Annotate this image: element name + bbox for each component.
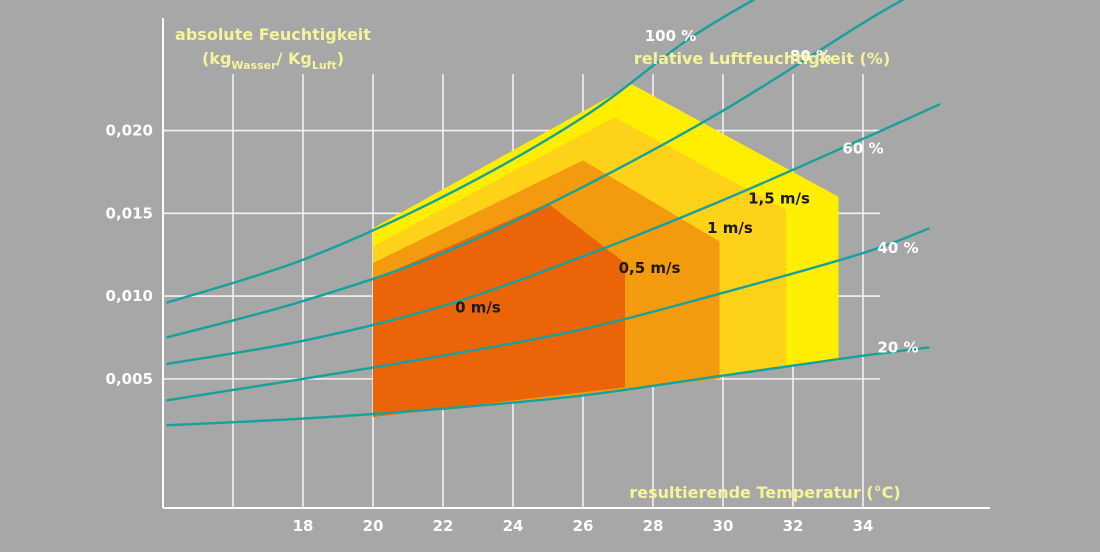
x-tick-label-20: 20 [363, 517, 384, 535]
humidity-curve-2 [166, 227, 930, 402]
x-tick-label-24: 24 [503, 517, 524, 535]
humidity-curve-4 [166, 0, 906, 339]
humidity-curve-1 [166, 346, 930, 427]
humidity-curve-label-3: 60 % [842, 140, 883, 158]
humidity-curve-5 [166, 0, 756, 304]
humidity-legend-title: relative Luftfeuchtigkeit (%) [634, 49, 890, 68]
x-tick-label-32: 32 [783, 517, 804, 535]
humidity-curve-label-2: 40 % [877, 239, 918, 257]
comfort-zone-label-1: 1,5 m/s [748, 189, 810, 207]
y-tick-label-3: 0,015 [106, 204, 153, 222]
y-tick-label-4: 0,020 [106, 122, 153, 140]
humidity-curves [166, 0, 941, 427]
axes [162, 18, 990, 509]
comfort-zone-label-3: 0,5 m/s [619, 259, 681, 277]
labels: 18 20 22 24 26 28 30 32 34 0,005 0,010 0,015 0,020 20… [106, 27, 919, 535]
comfort-zone-label-2: 1 m/s [707, 219, 753, 237]
x-tick-label-26: 26 [573, 517, 594, 535]
y-tick-label-2: 0,010 [106, 287, 153, 305]
x-tick-label-22: 22 [433, 517, 454, 535]
x-tick-label-34: 34 [853, 517, 874, 535]
humidity-curve-3 [166, 103, 941, 366]
x-tick-label-30: 30 [713, 517, 734, 535]
y-axis-unit-close: ) [337, 49, 344, 68]
y-axis-unit-sub-water: Wasser [231, 59, 277, 72]
y-axis-unit-open: (kg [202, 49, 231, 68]
x-tick-label-18: 18 [293, 517, 314, 535]
comfort-zones [373, 84, 839, 418]
humidity-curve-label-1: 20 % [877, 338, 918, 356]
y-axis-unit: (kgWasser/ KgLuft) [202, 49, 344, 72]
humidity-curve-label-5: 100 % [645, 27, 697, 45]
x-axis-title: resultierende Temperatur (°C) [629, 483, 900, 502]
y-axis-title: absolute Feuchtigkeit [175, 25, 371, 44]
y-axis-unit-sub-air: Luft [312, 59, 337, 72]
y-tick-label-1: 0,005 [106, 370, 153, 388]
y-axis-unit-sep: / Kg [277, 49, 312, 68]
x-tick-label-28: 28 [643, 517, 664, 535]
comfort-zone-label-4: 0 m/s [455, 299, 501, 317]
humidity-curve-label-4: 80 % [790, 47, 831, 65]
